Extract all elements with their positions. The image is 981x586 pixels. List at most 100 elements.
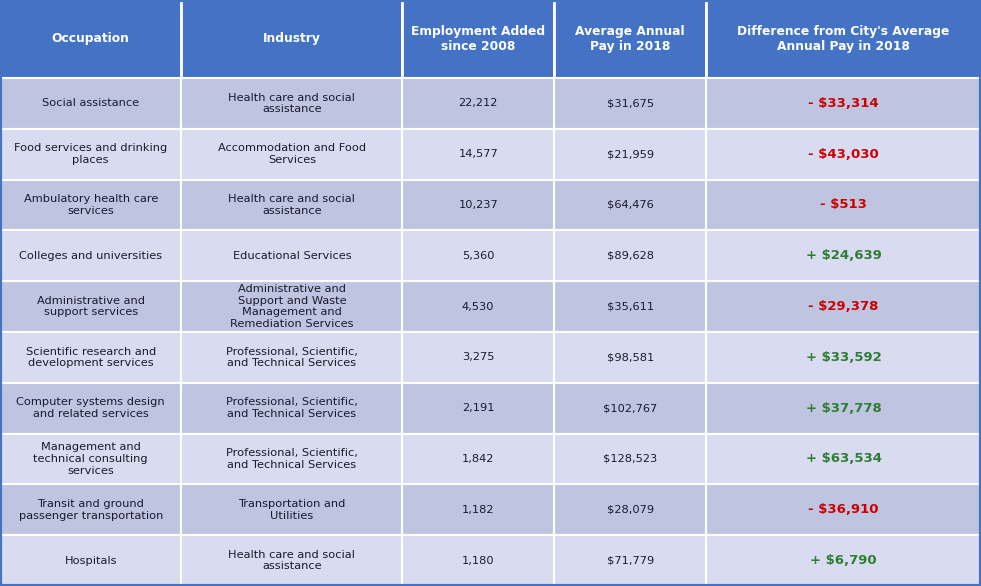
- Text: Professional, Scientific,
and Technical Services: Professional, Scientific, and Technical …: [226, 346, 358, 368]
- Text: + $37,778: + $37,778: [805, 401, 882, 415]
- Text: Social assistance: Social assistance: [42, 98, 139, 108]
- Text: Average Annual
Pay in 2018: Average Annual Pay in 2018: [576, 25, 685, 53]
- Text: $28,079: $28,079: [606, 505, 654, 515]
- Text: $64,476: $64,476: [607, 200, 653, 210]
- Bar: [402, 281, 554, 332]
- Bar: [0, 332, 181, 383]
- Text: $128,523: $128,523: [603, 454, 657, 464]
- Text: Employment Added
since 2008: Employment Added since 2008: [411, 25, 545, 53]
- Bar: [402, 434, 554, 485]
- Text: $31,675: $31,675: [606, 98, 654, 108]
- Bar: [706, 78, 981, 129]
- Bar: [402, 78, 554, 129]
- Text: + $63,534: + $63,534: [805, 452, 882, 465]
- Bar: [402, 485, 554, 535]
- Text: Management and
technical consulting
services: Management and technical consulting serv…: [33, 442, 148, 476]
- Bar: [181, 434, 402, 485]
- Text: + $24,639: + $24,639: [805, 249, 882, 263]
- Bar: [0, 383, 181, 434]
- Bar: [181, 383, 402, 434]
- Text: Scientific research and
development services: Scientific research and development serv…: [26, 346, 156, 368]
- Bar: [0, 0, 181, 78]
- Bar: [0, 434, 181, 485]
- Bar: [402, 383, 554, 434]
- Text: Health care and social
assistance: Health care and social assistance: [229, 550, 355, 571]
- Bar: [181, 129, 402, 179]
- Bar: [181, 281, 402, 332]
- Text: Professional, Scientific,
and Technical Services: Professional, Scientific, and Technical …: [226, 448, 358, 470]
- Text: - $513: - $513: [820, 199, 867, 212]
- Bar: [181, 179, 402, 230]
- Bar: [402, 230, 554, 281]
- Text: $89,628: $89,628: [607, 251, 653, 261]
- Bar: [181, 485, 402, 535]
- Bar: [402, 0, 554, 78]
- Text: 1,180: 1,180: [462, 556, 494, 565]
- Bar: [554, 78, 706, 129]
- Bar: [554, 332, 706, 383]
- Bar: [554, 230, 706, 281]
- Text: Accommodation and Food
Services: Accommodation and Food Services: [218, 144, 366, 165]
- Text: - $33,314: - $33,314: [808, 97, 879, 110]
- Bar: [0, 78, 181, 129]
- Bar: [0, 535, 181, 586]
- Text: Health care and social
assistance: Health care and social assistance: [229, 194, 355, 216]
- Text: 1,842: 1,842: [462, 454, 494, 464]
- Text: - $29,378: - $29,378: [808, 300, 879, 313]
- Text: $98,581: $98,581: [606, 352, 654, 362]
- Bar: [0, 230, 181, 281]
- Bar: [181, 332, 402, 383]
- Bar: [402, 179, 554, 230]
- Bar: [402, 129, 554, 179]
- Text: Hospitals: Hospitals: [65, 556, 117, 565]
- Bar: [706, 535, 981, 586]
- Bar: [0, 129, 181, 179]
- Text: - $43,030: - $43,030: [808, 148, 879, 161]
- Bar: [554, 281, 706, 332]
- Text: Colleges and universities: Colleges and universities: [20, 251, 162, 261]
- Text: 3,275: 3,275: [462, 352, 494, 362]
- Bar: [554, 179, 706, 230]
- Bar: [706, 332, 981, 383]
- Bar: [706, 230, 981, 281]
- Bar: [0, 485, 181, 535]
- Bar: [181, 0, 402, 78]
- Text: Occupation: Occupation: [52, 32, 129, 46]
- Bar: [554, 535, 706, 586]
- Text: Industry: Industry: [263, 32, 321, 46]
- Text: Health care and social
assistance: Health care and social assistance: [229, 93, 355, 114]
- Text: Administrative and
Support and Waste
Management and
Remediation Services: Administrative and Support and Waste Man…: [231, 284, 353, 329]
- Bar: [402, 332, 554, 383]
- Text: Difference from City's Average
Annual Pay in 2018: Difference from City's Average Annual Pa…: [738, 25, 950, 53]
- Bar: [0, 179, 181, 230]
- Bar: [554, 129, 706, 179]
- Text: $35,611: $35,611: [606, 302, 654, 312]
- Text: Transit and ground
passenger transportation: Transit and ground passenger transportat…: [19, 499, 163, 520]
- Text: 1,182: 1,182: [462, 505, 494, 515]
- Bar: [706, 434, 981, 485]
- Bar: [554, 0, 706, 78]
- Text: Professional, Scientific,
and Technical Services: Professional, Scientific, and Technical …: [226, 397, 358, 419]
- Text: 14,577: 14,577: [458, 149, 498, 159]
- Text: $71,779: $71,779: [606, 556, 654, 565]
- Bar: [706, 383, 981, 434]
- Text: 22,212: 22,212: [458, 98, 498, 108]
- Bar: [706, 129, 981, 179]
- Bar: [706, 485, 981, 535]
- Text: Computer systems design
and related services: Computer systems design and related serv…: [17, 397, 165, 419]
- Text: Administrative and
support services: Administrative and support services: [36, 296, 145, 318]
- Bar: [706, 281, 981, 332]
- Text: + $33,592: + $33,592: [805, 351, 882, 364]
- Text: Ambulatory health care
services: Ambulatory health care services: [24, 194, 158, 216]
- Text: $102,767: $102,767: [603, 403, 657, 413]
- Bar: [554, 434, 706, 485]
- Text: Food services and drinking
places: Food services and drinking places: [14, 144, 168, 165]
- Text: 4,530: 4,530: [462, 302, 494, 312]
- Bar: [181, 535, 402, 586]
- Bar: [554, 383, 706, 434]
- Bar: [181, 78, 402, 129]
- Bar: [706, 0, 981, 78]
- Text: 10,237: 10,237: [458, 200, 498, 210]
- Bar: [181, 230, 402, 281]
- Bar: [402, 535, 554, 586]
